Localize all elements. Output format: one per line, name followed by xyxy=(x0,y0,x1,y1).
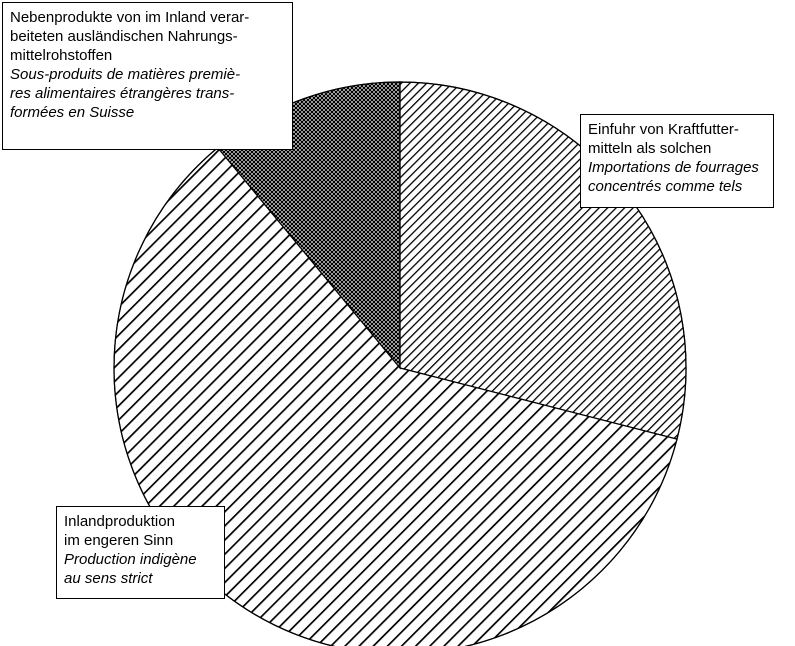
label-imports-de-line-1: Einfuhr von Kraftfutter- xyxy=(588,121,739,138)
label-imports-fr-line-2: concentrés comme tels xyxy=(588,178,743,195)
label-imports: Einfuhr von Kraftfutter- mitteln als sol… xyxy=(580,114,774,208)
label-byproducts-de-line-3: mittelrohstoffen xyxy=(10,47,113,64)
label-domestic-fr-line-1: Production indigène xyxy=(64,551,197,568)
label-byproducts-fr-line-2: res alimentaires étrangères trans- xyxy=(10,85,235,102)
label-domestic: Inlandproduktion im engeren Sinn Product… xyxy=(56,506,225,599)
label-domestic-de-line-2: im engeren Sinn xyxy=(64,532,174,549)
label-imports-fr-line-1: Importations de fourrages xyxy=(588,159,759,176)
pie-slices xyxy=(113,81,687,646)
label-byproducts-fr-line-1: Sous-produits de matières premiè- xyxy=(10,66,241,83)
label-domestic-de-line-1: Inlandproduktion xyxy=(64,513,175,530)
pie-outline xyxy=(113,81,687,646)
label-byproducts-de-line-2: beiteten ausländischen Nahrungs- xyxy=(10,28,238,45)
label-byproducts-fr-line-3: formées en Suisse xyxy=(10,104,135,121)
label-imports-de-line-2: mitteln als solchen xyxy=(588,140,712,157)
label-byproducts: Nebenprodukte von im Inland verar- beite… xyxy=(2,2,293,150)
label-domestic-fr-line-2: au sens strict xyxy=(64,570,153,587)
label-byproducts-de-line-1: Nebenprodukte von im Inland verar- xyxy=(10,9,250,26)
